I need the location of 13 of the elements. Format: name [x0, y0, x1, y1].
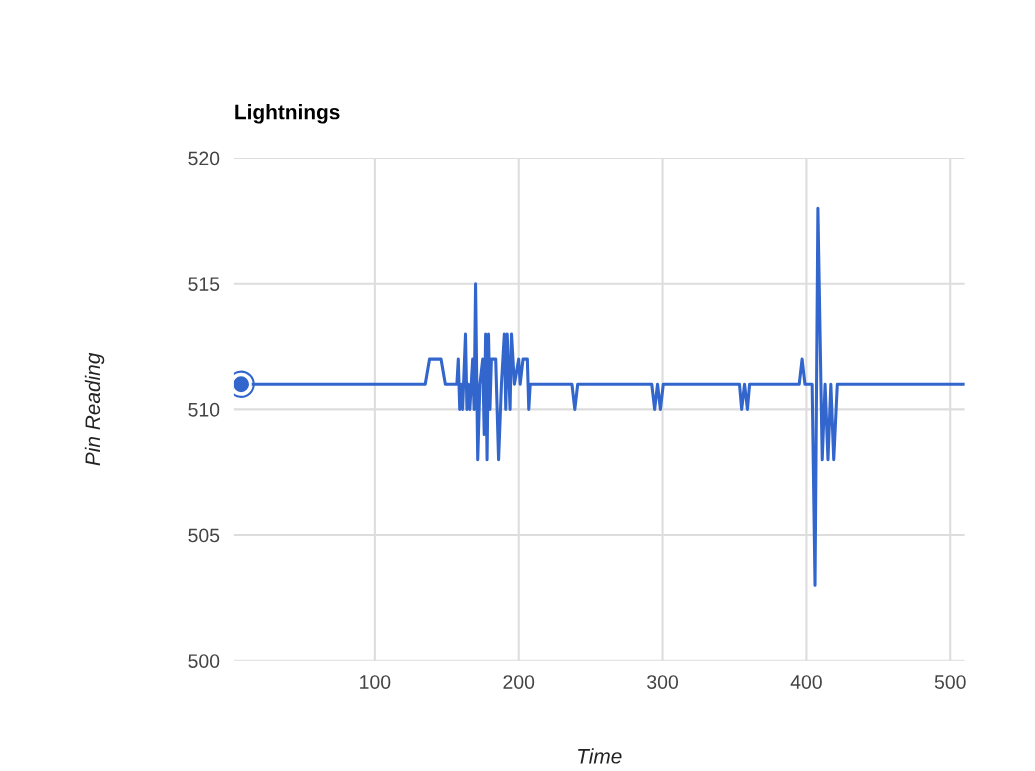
y-tick-label: 515 — [188, 277, 220, 291]
x-tick-label: 300 — [647, 675, 679, 689]
chart-title: Lightnings — [235, 104, 340, 124]
y-tick-label: 505 — [188, 528, 220, 543]
x-axis-title: Time — [578, 748, 622, 764]
y-tick-label: 510 — [188, 402, 220, 417]
x-tick-label: 500 — [934, 675, 966, 689]
x-tick-label: 200 — [503, 675, 535, 689]
x-tick-label: 400 — [790, 675, 822, 689]
y-tick-label: 520 — [188, 151, 220, 166]
y-axis-title: Pin Reading — [84, 352, 105, 466]
y-tick-label: 500 — [188, 654, 220, 668]
x-tick-label: 100 — [360, 675, 391, 689]
